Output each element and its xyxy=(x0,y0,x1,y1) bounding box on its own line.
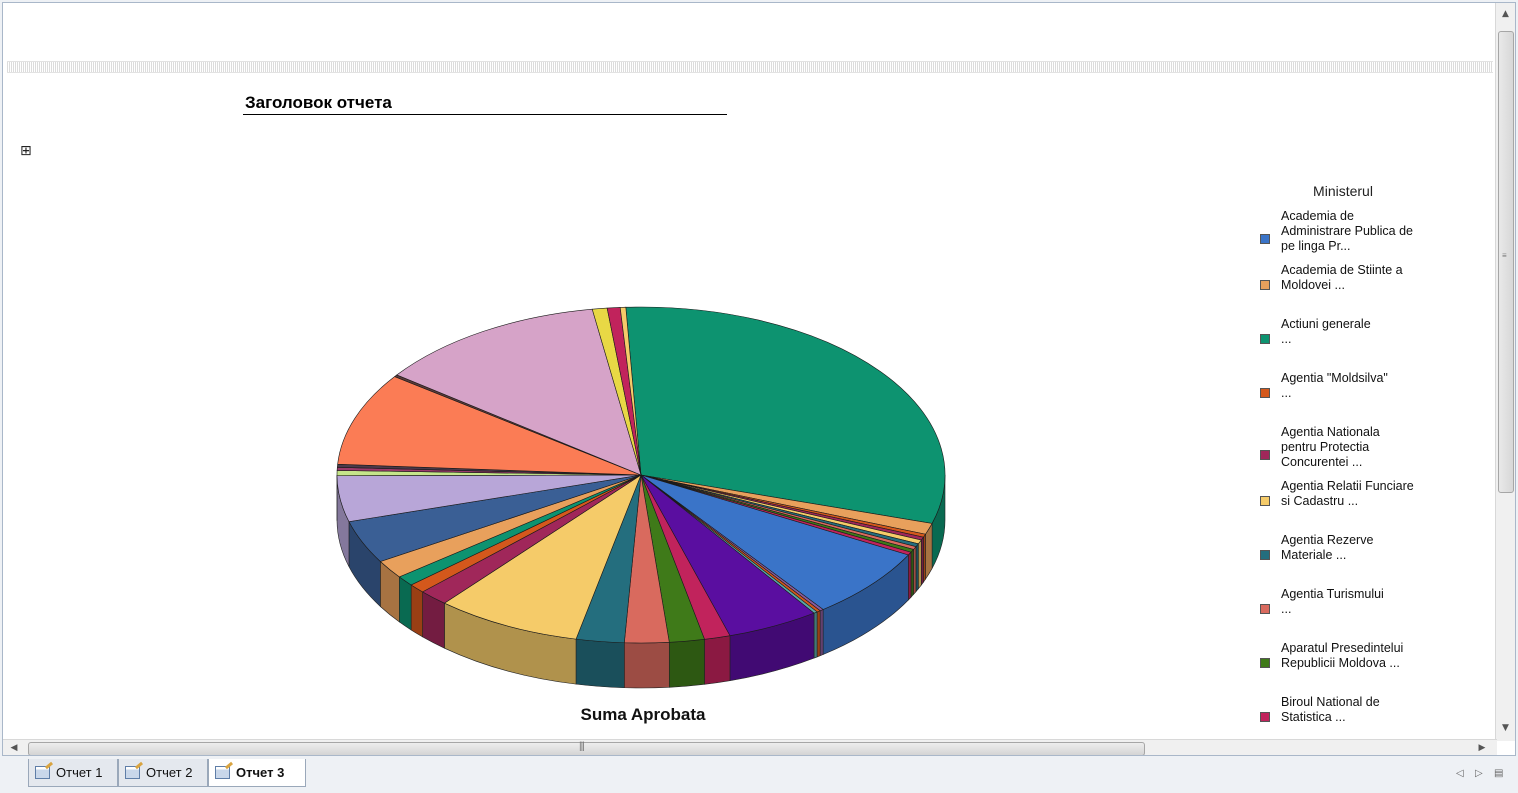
pie-slice xyxy=(443,474,642,640)
pie-slice-side xyxy=(575,638,625,689)
next-icon[interactable]: ▷ xyxy=(1475,768,1483,779)
legend-label: Agentia Relatii Funciare si Cadastru ... xyxy=(1281,479,1414,508)
legend-item: Agentia Nationala pentru Protectia Concu… xyxy=(1253,425,1443,479)
pie-slice-side xyxy=(921,536,924,586)
pie-slice-side xyxy=(704,635,731,685)
previous-icon[interactable]: ◁ xyxy=(1456,768,1464,779)
pie-slice-side xyxy=(399,576,412,631)
report-viewer: Заголовок отчета ⊞ Suma Aprobata Ministe… xyxy=(2,2,1516,756)
pie-slice xyxy=(619,306,642,476)
pie-slice xyxy=(640,474,909,610)
pie-slice-side xyxy=(910,548,914,598)
legend-swatch xyxy=(1260,658,1270,668)
pie-slice xyxy=(625,306,946,524)
pie-slice-side xyxy=(668,638,705,688)
legend-label: Academia de Administrare Publica de pe l… xyxy=(1281,209,1414,253)
pie-slice-side xyxy=(813,611,818,659)
legend-swatch xyxy=(1260,496,1270,506)
legend-item: Agentia Relatii Funciare si Cadastru ... xyxy=(1253,479,1443,533)
tab-label: Отчет 1 xyxy=(56,765,103,780)
tab-report-3[interactable]: Отчет 3 xyxy=(208,759,306,787)
legend-swatch xyxy=(1260,280,1270,290)
legend-label: Agentia Turismului ... xyxy=(1281,587,1384,616)
tab-report-2[interactable]: Отчет 2 xyxy=(118,759,208,787)
pie-chart xyxy=(336,306,946,689)
pie-slice-side xyxy=(819,609,824,657)
pie-slice-side xyxy=(913,545,917,596)
report-edit-icon xyxy=(35,766,50,779)
pie-slice-side xyxy=(816,610,821,658)
expand-icon[interactable]: ⊞ xyxy=(20,143,32,159)
pie-slice-side xyxy=(915,542,919,593)
horizontal-scroll-thumb[interactable]: ||| xyxy=(28,741,1145,755)
legend-label: Agentia Rezerve Materiale ... xyxy=(1281,533,1374,562)
legend-item: Biroul National de Statistica ... xyxy=(1253,695,1443,749)
legend-label: Actiuni generale ... xyxy=(1281,317,1371,346)
chart-legend: Ministerul Academia de Administrare Publ… xyxy=(1253,183,1443,749)
legend-item: Agentia Rezerve Materiale ... xyxy=(1253,533,1443,587)
tab-label: Отчет 3 xyxy=(236,765,285,780)
menu-icon[interactable]: ▤ xyxy=(1494,768,1504,779)
legend-item: Agentia Turismului ... xyxy=(1253,587,1443,641)
legend-item: Aparatul Presedintelui Republicii Moldov… xyxy=(1253,641,1443,695)
legend-swatch xyxy=(1260,334,1270,344)
legend-swatch xyxy=(1260,712,1270,722)
tab-label: Отчет 2 xyxy=(146,765,193,780)
page-ruler xyxy=(7,61,1493,73)
tab-report-1[interactable]: Отчет 1 xyxy=(28,759,118,787)
legend-swatch xyxy=(1260,449,1270,460)
scroll-down-icon[interactable]: ▼ xyxy=(1502,723,1509,733)
legend-item: Agentia "Moldsilva" ... xyxy=(1253,371,1443,425)
legend-swatch xyxy=(1260,388,1270,398)
pie-slice-side xyxy=(624,641,670,689)
legend-item: Academia de Stiinte a Moldovei ... xyxy=(1253,263,1443,317)
pie-slice xyxy=(337,376,642,476)
legend-label: Agentia "Moldsilva" ... xyxy=(1281,371,1388,400)
report-edit-icon xyxy=(215,766,230,779)
legend-label: Agentia Nationala pentru Protectia Concu… xyxy=(1281,425,1380,469)
pie-slice-side xyxy=(918,539,922,590)
legend-swatch xyxy=(1260,604,1270,614)
scroll-left-icon[interactable]: ◀ xyxy=(10,743,18,753)
pie-slice-side xyxy=(923,533,926,584)
scroll-up-icon[interactable]: ▲ xyxy=(1502,9,1509,19)
legend-title: Ministerul xyxy=(1313,183,1373,199)
report-edit-icon xyxy=(125,766,140,779)
legend-label: Aparatul Presedintelui Republicii Moldov… xyxy=(1281,641,1404,670)
grip-icon: ≡ xyxy=(1502,251,1507,260)
grip-icon: ||| xyxy=(579,741,585,752)
pie-slice-side xyxy=(410,584,423,638)
legend-item: Academia de Administrare Publica de pe l… xyxy=(1253,209,1443,263)
report-title: Заголовок отчета xyxy=(243,93,727,115)
legend-label: Academia de Stiinte a Moldovei ... xyxy=(1281,263,1403,292)
pie-slice-side xyxy=(908,551,912,601)
legend-label: Biroul National de Statistica ... xyxy=(1281,695,1380,724)
vertical-scrollbar[interactable]: ▲ ≡ ▼ xyxy=(1495,3,1515,741)
chart-title: Suma Aprobata xyxy=(580,705,706,724)
pie-slice xyxy=(396,308,642,476)
legend-item: Actiuni generale ... xyxy=(1253,317,1443,371)
horizontal-scrollbar[interactable]: ◀ ||| ▶ xyxy=(3,739,1497,755)
scroll-right-icon[interactable]: ▶ xyxy=(1478,743,1486,753)
vertical-scroll-thumb[interactable]: ≡ xyxy=(1498,31,1514,493)
legend-swatch xyxy=(1260,550,1270,560)
report-tab-bar: Отчет 1 Отчет 2 Отчет 3 ◁ ▷ ▤ xyxy=(0,756,1518,793)
legend-swatch xyxy=(1260,233,1270,244)
